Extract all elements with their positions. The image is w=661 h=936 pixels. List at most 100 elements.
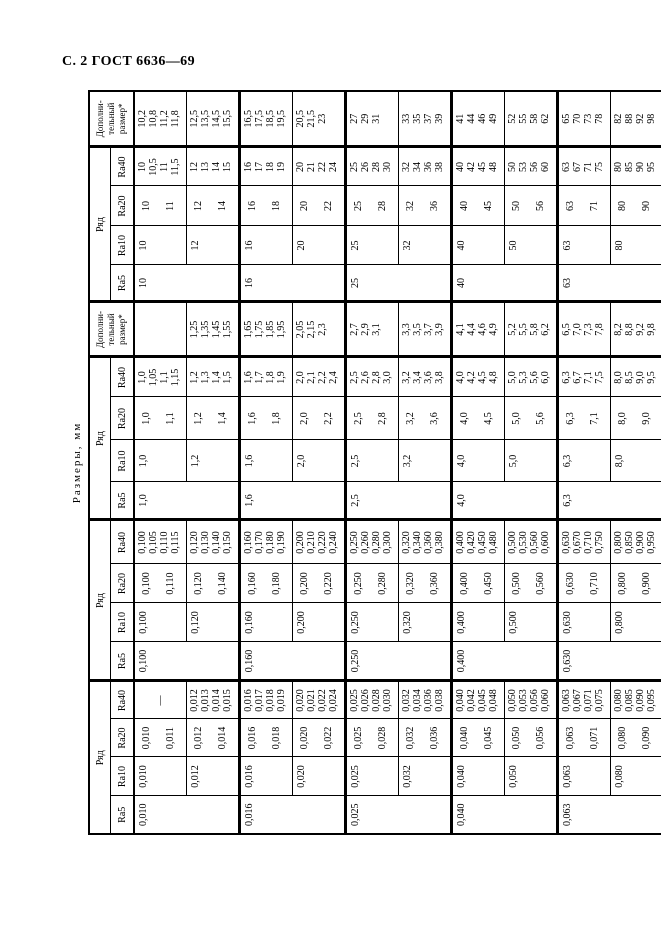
ra10-cell: 0,040 [451,757,505,796]
ra20-cell: 0,025 0,028 [345,719,399,757]
extra-size-value: 33 [401,113,412,124]
ra10-cell: 0,020 [292,757,346,796]
ra40-value: 0,240 [328,531,339,554]
ra20-cell: 0,100 0,110 [134,564,187,603]
ra40-value: 0,042 [466,689,477,712]
ra40-value: 0,048 [488,689,499,712]
ra40-cell: 0,630 0,670 0,710 0,750 [557,520,611,564]
ra40-value: 0,060 [540,689,551,712]
extra-size-cell: 27 29 31 [345,91,399,147]
ra40-value: 5,3 [518,371,529,384]
ra5-cell: 4,0 [451,482,558,520]
ra5-cell: 1,6 [239,482,346,520]
ra5-cell: 0,630 [557,642,661,681]
table-row: 0,032 0,032 0,036 0,032 0,034 0,036 0,038 0,320… [398,91,452,834]
ra5-cell: 63 [557,265,661,302]
ra5-cell: 25 [345,265,452,302]
extra-size-cell: 82 88 92 98 [610,91,661,147]
extra-size-value: 7,0 [572,323,583,336]
ra20-value: 63 [565,201,576,211]
ra40-cell: 80 85 90 95 [610,147,661,186]
ra40-value: 0,053 [518,689,529,712]
ra10-cell: 0,320 [398,603,452,642]
ra40-value: 0,018 [265,689,276,712]
ra40-value: 30 [382,162,393,172]
ra40-value: 14 [211,162,222,172]
ra40-value: 0,024 [328,689,339,712]
ra20-value: 0,071 [589,726,600,750]
ra40-value: 4,8 [488,371,499,384]
ra40-value: 71 [583,162,594,172]
ra40-cell: — [134,681,187,719]
ra20-cell: 0,016 0,018 [239,719,293,757]
extra-size-value: 5,2 [507,323,518,336]
ra40-value: 1,15 [170,368,181,387]
table-row: 0,016 0,016 0,016 0,018 0,016 0,017 0,018 0,019… [239,91,346,834]
series-label-ra20: Ra20 [110,186,134,226]
ra40-value: 67 [572,162,583,172]
extra-size-value: 1,95 [276,320,287,339]
ra20-cell: 50 56 [504,186,558,226]
ra20-value: 0,032 [405,726,416,750]
ra40-value: 0,340 [412,531,423,554]
ra40-value: 6,3 [561,371,572,384]
ra40-value: 18 [265,162,276,172]
extra-size-value: 19,5 [276,110,287,128]
ra40-value: 19 [276,162,287,172]
extra-size-value: 3,5 [412,323,423,336]
ra40-value: 5,0 [507,371,518,384]
extra-size-value: 2,7 [349,323,360,336]
ra40-cell: 0,100 0,105 0,110 0,115 [134,520,187,564]
ra40-cell: 3,2 3,4 3,6 3,8 [398,357,452,397]
ra10-cell: 0,500 [504,603,558,642]
series-label-ra40: Ra40 [110,520,134,564]
ra40-value: 0,130 [200,531,211,554]
ra10-cell: 0,016 [239,757,293,796]
ra20-cell: 0,063 0,071 [557,719,611,757]
series-label-ra5: Ra5 [110,642,134,681]
ra20-value: 0,220 [323,572,334,595]
ra40-value: 21 [306,162,317,172]
ra40-value: 0,200 [295,531,306,554]
ra40-value: 0,038 [434,689,445,712]
ra20-cell: 8,0 9,0 [610,397,661,440]
extra-size-value: 98 [646,113,657,124]
series-label-ra40: Ra40 [110,681,134,719]
ra40-value: 6,0 [540,371,551,384]
ra20-value: 0,450 [483,572,494,595]
ra5-cell: 0,016 [239,796,346,834]
series-label-ra10: Ra10 [110,440,134,482]
extra-size-value: 46 [477,113,488,124]
ra40-value: 45 [477,162,488,172]
ra40-value: 1,8 [265,371,276,384]
extra-size-cell: 33 35 37 39 [398,91,452,147]
ra40-value: 0,800 [613,531,624,554]
ra20-value: 3,6 [429,412,440,425]
extra-size-cell: 16,5 17,5 18,5 19,5 [239,91,293,147]
extra-size-value: 2,05 [295,320,306,339]
ra40-value: 0,021 [306,689,317,712]
extra-size-cell: 8,2 8,8 9,2 9,8 [610,302,661,357]
extra-size-value: 1,35 [200,320,211,339]
size-table: Ряд Ряд Ряд Дополни-тельный размер* Ряд Дополн… [88,90,661,835]
ra40-cell: 0,250 0,260 0,280 0,300 [345,520,399,564]
ra40-value: 0,022 [317,689,328,712]
table-row: 0,025 0,025 0,025 0,028 0,025 0,026 0,028 0,030… [345,91,452,834]
ra40-value: 1,4 [211,371,222,384]
extra-size-value: 9,2 [635,323,646,336]
ra10-cell: 2,5 [345,440,399,482]
ra5-cell: 6,3 [557,482,661,520]
extra-size-value: 10,8 [148,110,159,128]
ra20-value: 0,011 [165,726,176,750]
ra40-value: 2,0 [295,371,306,384]
ra40-value: 0,071 [583,689,594,712]
ra40-cell: 0,120 0,130 0,140 0,150 [186,520,240,564]
ra20-cell: 0,080 0,090 [610,719,661,757]
ra40-value: 0,016 [243,689,254,712]
ra40-value: 60 [540,162,551,172]
ra40-value: 13 [200,162,211,172]
ra5-cell: 0,040 [451,796,558,834]
ra20-value: 0,360 [429,572,440,595]
ra40-value: 0,050 [507,689,518,712]
series-label-ra20: Ra20 [110,397,134,440]
